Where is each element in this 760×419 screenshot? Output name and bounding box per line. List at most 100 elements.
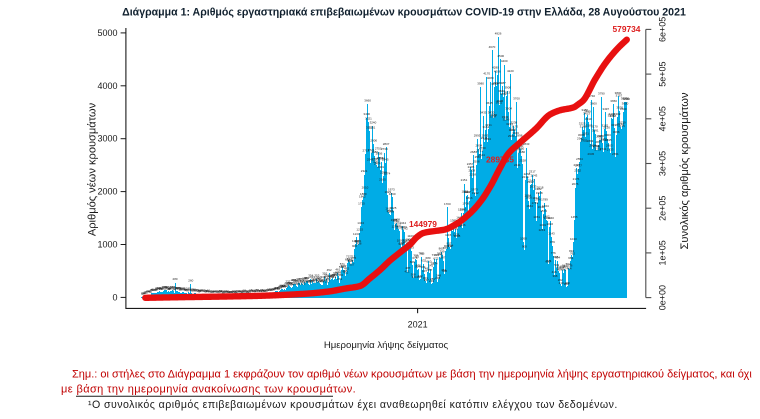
svg-text:3376: 3376 <box>608 113 615 117</box>
svg-text:687: 687 <box>440 256 445 260</box>
svg-text:267: 267 <box>424 278 429 282</box>
svg-text:3170: 3170 <box>511 124 518 128</box>
svg-text:77: 77 <box>271 288 275 292</box>
svg-text:241: 241 <box>319 279 324 283</box>
svg-text:407: 407 <box>335 270 340 274</box>
svg-text:4280: 4280 <box>492 66 499 70</box>
svg-text:625: 625 <box>348 259 353 263</box>
svg-text:105: 105 <box>160 286 165 290</box>
svg-text:1816: 1816 <box>466 196 473 200</box>
svg-text:504: 504 <box>559 265 564 269</box>
svg-text:2427: 2427 <box>575 164 582 168</box>
svg-text:84: 84 <box>173 288 177 292</box>
svg-text:1933: 1933 <box>461 190 468 194</box>
svg-text:98: 98 <box>168 287 172 291</box>
svg-text:2833: 2833 <box>523 142 530 146</box>
svg-text:45: 45 <box>209 290 213 294</box>
svg-text:484: 484 <box>566 266 571 270</box>
svg-text:536: 536 <box>567 264 572 268</box>
svg-text:1451: 1451 <box>533 215 540 219</box>
svg-text:2945: 2945 <box>481 136 488 140</box>
svg-text:256: 256 <box>318 278 323 282</box>
svg-text:3740: 3740 <box>588 94 595 98</box>
svg-text:3151: 3151 <box>369 125 376 129</box>
svg-text:134: 134 <box>162 285 167 289</box>
svg-text:745: 745 <box>438 253 443 257</box>
svg-text:52: 52 <box>149 289 153 293</box>
svg-text:46: 46 <box>239 290 243 294</box>
svg-text:44: 44 <box>204 290 208 294</box>
svg-text:137: 137 <box>164 285 169 289</box>
svg-text:321: 321 <box>417 275 422 279</box>
svg-text:162: 162 <box>279 283 284 287</box>
svg-text:105: 105 <box>173 286 178 290</box>
svg-text:2983: 2983 <box>597 134 604 138</box>
svg-text:236: 236 <box>306 280 311 284</box>
svg-text:1784: 1784 <box>534 198 541 202</box>
svg-text:252: 252 <box>293 279 298 283</box>
svg-text:3782: 3782 <box>500 92 507 96</box>
svg-text:272: 272 <box>297 278 302 282</box>
svg-text:116: 116 <box>273 286 278 290</box>
svg-text:95: 95 <box>159 287 163 291</box>
svg-text:338: 338 <box>328 274 333 278</box>
svg-text:1134: 1134 <box>353 232 360 236</box>
svg-text:2216: 2216 <box>522 175 529 179</box>
svg-text:2713: 2713 <box>363 148 370 152</box>
svg-text:116: 116 <box>274 286 279 290</box>
svg-text:151: 151 <box>278 284 283 288</box>
svg-text:62: 62 <box>207 289 211 293</box>
svg-text:203: 203 <box>290 281 295 285</box>
svg-text:2995: 2995 <box>474 134 481 138</box>
svg-text:2258: 2258 <box>469 173 476 177</box>
svg-text:2555: 2555 <box>372 157 379 161</box>
svg-text:79: 79 <box>194 288 198 292</box>
svg-text:90: 90 <box>155 287 159 291</box>
svg-text:541: 541 <box>562 263 567 267</box>
svg-text:4e+05: 4e+05 <box>657 106 667 131</box>
svg-text:4400: 4400 <box>501 59 508 63</box>
svg-text:86: 86 <box>271 287 275 291</box>
svg-text:53: 53 <box>236 289 240 293</box>
svg-text:46: 46 <box>148 290 152 294</box>
svg-text:2934: 2934 <box>484 137 491 141</box>
svg-text:293: 293 <box>302 277 307 281</box>
svg-text:249: 249 <box>429 279 434 283</box>
svg-text:1301: 1301 <box>539 223 546 227</box>
svg-text:1890: 1890 <box>389 192 396 196</box>
svg-text:49: 49 <box>218 289 222 293</box>
svg-text:1e+05: 1e+05 <box>657 240 667 265</box>
svg-text:564: 564 <box>566 262 571 266</box>
svg-text:676: 676 <box>412 256 417 260</box>
svg-text:2076: 2076 <box>572 182 579 186</box>
svg-text:310: 310 <box>316 276 321 280</box>
svg-text:¹Ο συνολικός αριθμός επιβεβαιω: ¹Ο συνολικός αριθμός επιβεβαιωμένων κρου… <box>88 399 618 411</box>
svg-text:357: 357 <box>334 273 339 277</box>
svg-text:3170: 3170 <box>591 124 598 128</box>
svg-text:1043: 1043 <box>570 237 577 241</box>
svg-text:50: 50 <box>226 289 230 293</box>
svg-text:235: 235 <box>313 280 318 284</box>
svg-text:3480: 3480 <box>581 108 588 112</box>
svg-text:43: 43 <box>221 290 225 294</box>
svg-text:133: 133 <box>170 285 175 289</box>
svg-text:51: 51 <box>224 289 228 293</box>
svg-text:239: 239 <box>298 279 303 283</box>
svg-text:1259: 1259 <box>396 225 403 229</box>
svg-text:1027: 1027 <box>405 238 412 242</box>
svg-text:47: 47 <box>240 290 244 294</box>
svg-text:1440: 1440 <box>547 216 554 220</box>
svg-text:298: 298 <box>435 276 440 280</box>
svg-text:359: 359 <box>330 273 335 277</box>
svg-text:2917: 2917 <box>599 138 606 142</box>
svg-text:2794: 2794 <box>593 144 600 148</box>
svg-text:1617: 1617 <box>385 206 392 210</box>
svg-text:1912: 1912 <box>472 191 479 195</box>
svg-text:71: 71 <box>260 288 264 292</box>
svg-text:119: 119 <box>169 286 174 290</box>
svg-text:83: 83 <box>187 288 191 292</box>
svg-text:2713: 2713 <box>476 148 483 152</box>
svg-text:3449: 3449 <box>584 110 591 114</box>
svg-text:3031: 3031 <box>582 132 589 136</box>
svg-text:2624: 2624 <box>478 153 485 157</box>
